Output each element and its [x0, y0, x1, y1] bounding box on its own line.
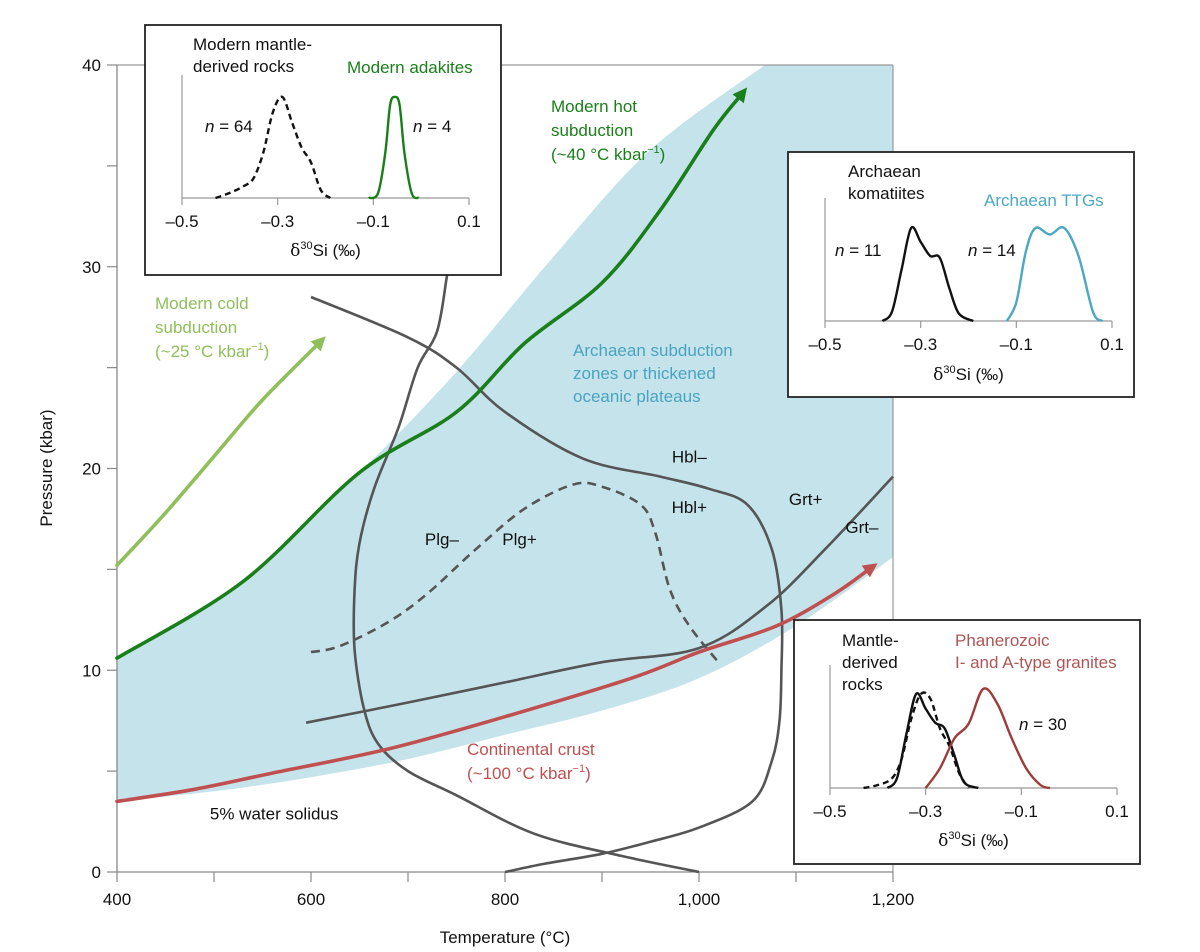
phase-label: Hbl+	[672, 498, 708, 517]
label-sup: −1	[573, 763, 586, 775]
label-line: )	[585, 764, 591, 783]
x-tick-label: 600	[297, 890, 325, 909]
inset-density-archaean-komatiites	[886, 692, 979, 790]
series-modern-cold-subduction	[115, 336, 326, 568]
phase-boundary-5-water-solidus	[352, 226, 700, 874]
x-tick-label: 400	[103, 890, 131, 909]
series-continental-crust	[115, 563, 878, 804]
inset-series-label: Modern adakites	[347, 58, 473, 77]
label-line: (~40 °C kbar	[551, 145, 647, 164]
continental-crust-label: Continental crust (~100 °C kbar−1)	[467, 740, 599, 783]
label-line: Continental crust	[467, 740, 595, 759]
inset-archaean: –0.5 –0.3 –0.1 0.1 δ30Si (‰) Archaean komatiit…	[787, 151, 1135, 398]
inset-x-tick-label: –0.3	[909, 802, 942, 821]
inset-density-modern-mantle-derived-rocks	[863, 691, 970, 790]
region-label-line: oceanic plateaus	[573, 387, 701, 406]
inset-x-axis-title: δ30Si (‰)	[933, 364, 1004, 385]
inset-x-tick-label: –0.3	[904, 335, 937, 354]
y-tick-label: 30	[82, 258, 101, 277]
inset-x-tick-label: –0.5	[165, 212, 198, 231]
archaean-region-fill	[117, 65, 893, 802]
inset-frame	[793, 619, 1141, 865]
label-line: )	[264, 342, 270, 361]
phase-label: Grt+	[789, 490, 823, 509]
hot-subduction-label: Modern hot subduction (~40 °C kbar−1)	[551, 97, 665, 164]
inset-density-archaean-ttgs	[1005, 226, 1104, 323]
inset-x-axis-title: δ30Si (‰)	[938, 830, 1009, 851]
label-sup: −1	[647, 144, 660, 156]
y-tick-label: 10	[82, 661, 101, 680]
region-label-line: Archaean subduction	[573, 341, 733, 360]
inset-x-tick-label: 0.1	[1100, 335, 1124, 354]
y-tick-label: 40	[82, 56, 101, 75]
inset-x-tick-label: –0.5	[808, 335, 841, 354]
x-axis-title: Temperature (°C)	[440, 928, 571, 947]
inset-modern: –0.5 –0.3 –0.1 0.1 δ30Si (‰) Modern mantle-de…	[144, 24, 502, 276]
inset-x-tick-label: –0.5	[813, 802, 846, 821]
phase-label: Plg+	[502, 530, 537, 549]
inset-x-tick-label: –0.1	[1005, 802, 1038, 821]
inset-n-label: n = 14	[968, 241, 1016, 260]
inset-n-label: n = 30	[1019, 715, 1067, 734]
phase-label: Grt–	[845, 518, 879, 537]
inset-x-tick-label: 0.1	[1105, 802, 1129, 821]
label-line: (~100 °C kbar	[467, 764, 573, 783]
phase-label: 5% water solidus	[210, 805, 339, 824]
inset-phanerozoic: –0.5 –0.3 –0.1 0.1 δ30Si (‰) Mantle-derived ro…	[793, 619, 1141, 865]
inset-series-label: Modern mantle-derived rocks	[193, 35, 312, 76]
inset-x-tick-label: –0.1	[1000, 335, 1033, 354]
inset-x-axis-title: δ30Si (‰)	[290, 240, 361, 261]
inset-series-label: Mantle-derived rocks	[842, 631, 899, 694]
inset-density-archaean-komatiites	[881, 225, 974, 323]
inset-series-label: Phanerozoic I- and A-type granites	[955, 631, 1117, 672]
region-label: Archaean subduction zones or thickened o…	[573, 341, 737, 406]
label-line: (~25 °C kbar	[155, 342, 251, 361]
phase-boundary-plg-boundary	[310, 481, 720, 664]
inset-n-label: n = 11	[835, 241, 882, 260]
label-line: Modern cold	[155, 294, 249, 313]
inset-n-label: n = 4	[413, 117, 451, 136]
y-axis-title: Pressure (kbar)	[37, 409, 56, 526]
cold-subduction-label: Modern cold subduction (~25 °C kbar−1)	[155, 294, 269, 361]
phase-boundary-hbl-boundary	[310, 295, 784, 874]
inset-frame	[144, 24, 502, 276]
series-modern-hot-subduction	[115, 87, 748, 660]
x-tick-label: 800	[491, 890, 519, 909]
inset-density-modern-adakites	[368, 95, 420, 200]
label-sup: −1	[251, 341, 264, 353]
inset-x-tick-label: –0.3	[261, 212, 294, 231]
label-line: Modern hot	[551, 97, 637, 116]
inset-density-modern-mantle-derived-rocks	[215, 95, 332, 200]
phase-label: Plg–	[425, 530, 460, 549]
inset-n-label: n = 64	[205, 117, 253, 136]
inset-series-label: Archaean komatiites	[848, 162, 925, 203]
y-tick-label: 0	[92, 863, 101, 882]
region-label-line: zones or thickened	[573, 364, 716, 383]
label-line: subduction	[551, 121, 633, 140]
phase-boundary-grt-boundary	[305, 475, 894, 724]
inset-density-phanerozoic-i-and-a-type-granites	[924, 687, 1051, 790]
label-line: )	[660, 145, 666, 164]
label-line: subduction	[155, 318, 237, 337]
x-tick-label: 1,200	[872, 890, 915, 909]
phase-label: Hbl–	[672, 447, 708, 466]
y-tick-label: 20	[82, 460, 101, 479]
inset-series-label: Archaean TTGs	[984, 191, 1104, 210]
x-tick-label: 1,000	[678, 890, 721, 909]
inset-frame	[787, 151, 1135, 398]
inset-x-tick-label: 0.1	[457, 212, 481, 231]
inset-x-tick-label: –0.1	[357, 212, 390, 231]
